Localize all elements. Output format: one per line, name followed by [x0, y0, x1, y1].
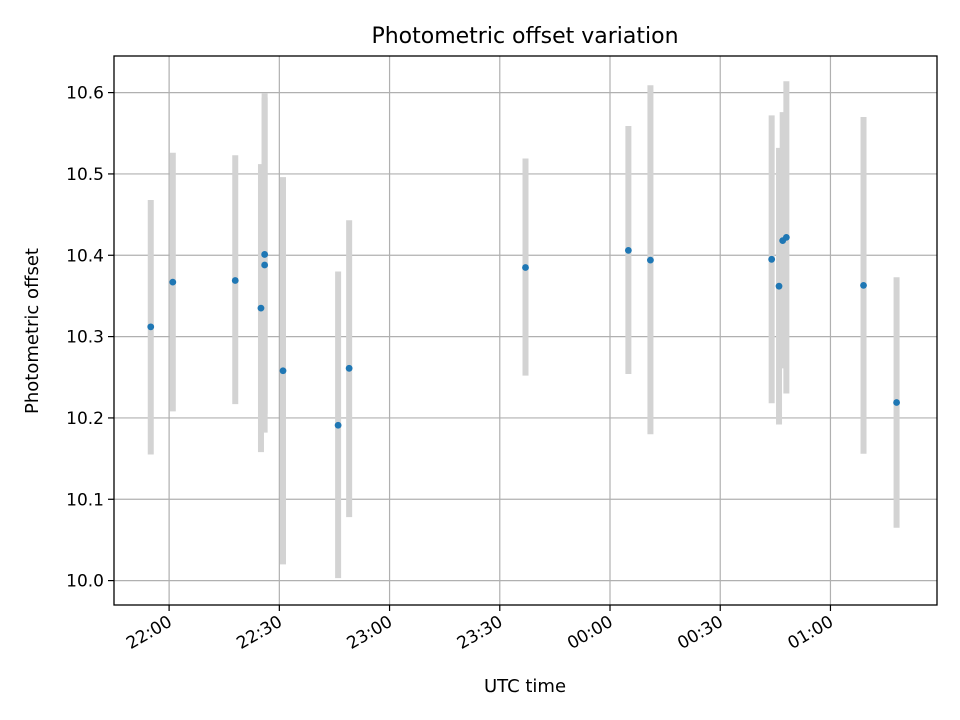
data-point [279, 367, 287, 375]
x-axis-label: UTC time [484, 676, 566, 697]
data-point [647, 256, 654, 264]
data-point [147, 323, 155, 331]
data-point [624, 246, 632, 254]
data-point [860, 281, 867, 289]
data-point [334, 421, 342, 429]
data-point [231, 277, 239, 284]
y-tick-label: 10.0 [66, 572, 104, 592]
y-axis-label: Photometric offset [22, 248, 43, 414]
data-point [782, 233, 790, 241]
y-tick-label: 10.1 [66, 490, 104, 510]
chart-title: Photometric offset variation [371, 24, 678, 49]
data-point [522, 264, 529, 271]
data-point [261, 251, 269, 258]
data-point [775, 282, 783, 290]
data-point [261, 261, 269, 269]
data-point [169, 278, 177, 286]
plot-area-frame [113, 55, 938, 606]
data-points [147, 233, 900, 429]
data-point [257, 304, 265, 312]
y-axis-ticks: 10.0 10.1 10.2 10.3 10.4 10.5 10.6 [66, 84, 114, 592]
data-point [345, 364, 353, 372]
y-tick-label: 10.6 [66, 84, 104, 104]
data-point [893, 399, 900, 406]
y-tick-label: 10.4 [66, 246, 104, 266]
y-tick-label: 10.2 [66, 409, 104, 429]
y-tick-label: 10.3 [66, 328, 104, 348]
y-tick-label: 10.5 [66, 165, 104, 185]
data-point [768, 255, 776, 263]
